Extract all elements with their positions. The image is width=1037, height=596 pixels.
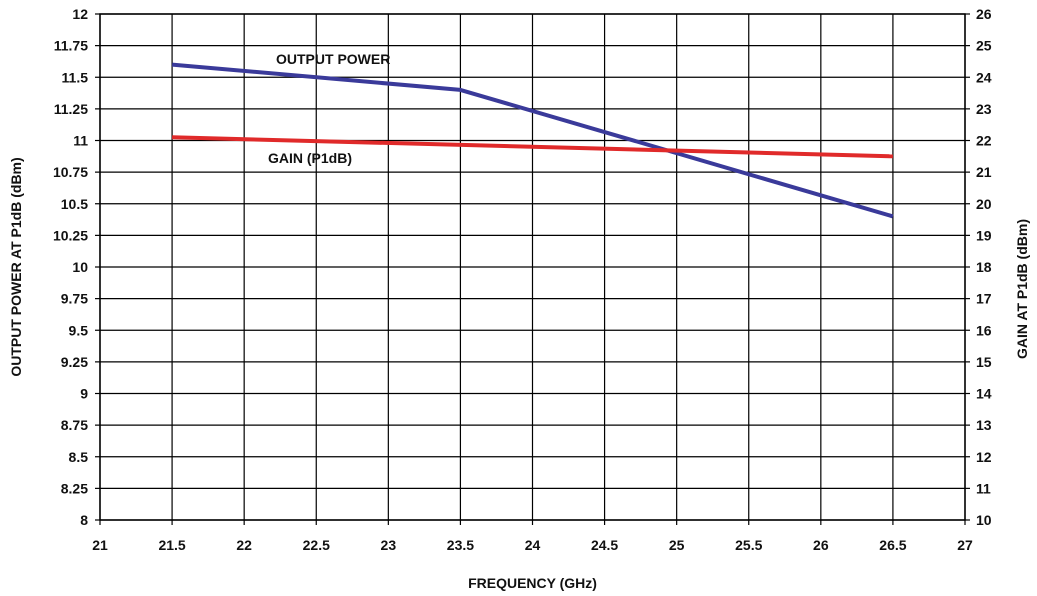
right-y-tick-label: 13 — [976, 417, 992, 433]
right-y-tick-label: 26 — [976, 6, 992, 22]
left-y-tick-label: 9.75 — [61, 291, 88, 307]
x-axis-tick-labels: 21 21.5 22 22.5 23 23.5 24 24.5 25 25.5 26 26.5 27 — [92, 537, 973, 553]
left-y-tick-label: 12 — [72, 6, 88, 22]
x-tick-label: 23.5 — [447, 537, 474, 553]
left-y-tick-label: 11.25 — [54, 101, 88, 117]
x-tick-label: 21.5 — [158, 537, 185, 553]
output-power-line — [171, 62, 894, 219]
left-y-tick-label: 11.75 — [54, 38, 88, 54]
x-tick-label: 23 — [381, 537, 397, 553]
x-tick-label: 24.5 — [591, 537, 618, 553]
x-tick-label: 25.5 — [735, 537, 762, 553]
right-axis-title: GAIN AT P1dB (dBm) — [1014, 219, 1030, 359]
gain-series-label: GAIN (P1dB) — [268, 150, 352, 166]
right-y-tick-label: 20 — [976, 196, 992, 212]
right-axis-tick-labels: 10 11 12 13 14 15 16 17 18 19 20 21 22 23 24 25 26 — [976, 6, 992, 528]
right-y-tick-label: 14 — [976, 386, 992, 402]
grid — [99, 13, 966, 521]
series — [171, 62, 894, 219]
right-y-tick-label: 19 — [976, 227, 992, 243]
x-tick-label: 25 — [669, 537, 685, 553]
right-y-tick-label: 24 — [976, 69, 992, 85]
x-tick-label: 26 — [813, 537, 829, 553]
left-y-tick-label: 8.25 — [61, 480, 88, 496]
x-axis-title: FREQUENCY (GHz) — [468, 575, 597, 591]
right-y-tick-label: 21 — [976, 164, 992, 180]
left-axis-title: OUTPUT POWER AT P1dB (dBm) — [8, 157, 24, 376]
left-y-tick-label: 8 — [80, 512, 88, 528]
left-y-tick-label: 11.5 — [62, 69, 89, 85]
left-y-tick-label: 11 — [73, 133, 88, 149]
x-tick-label: 22.5 — [303, 537, 330, 553]
right-y-tick-label: 17 — [976, 291, 992, 307]
right-y-tick-label: 10 — [976, 512, 992, 528]
x-tick-label: 26.5 — [879, 537, 906, 553]
left-axis-tick-labels: 8 8.25 8.5 8.75 9 9.25 9.5 9.75 10 10.25 10.5 10.75… — [53, 6, 88, 528]
right-y-tick-label: 12 — [976, 449, 992, 465]
tick-marks — [95, 13, 970, 525]
x-tick-label: 22 — [236, 537, 252, 553]
right-y-tick-label: 11 — [976, 480, 991, 496]
output-power-series-label: OUTPUT POWER — [276, 51, 390, 67]
x-tick-label: 24 — [525, 537, 541, 553]
right-y-tick-label: 23 — [976, 101, 992, 117]
gain-line — [172, 135, 893, 159]
left-y-tick-label: 9.5 — [69, 322, 89, 338]
right-y-tick-label: 25 — [976, 38, 992, 54]
left-y-tick-label: 9 — [80, 386, 88, 402]
left-y-tick-label: 10.25 — [53, 227, 88, 243]
left-y-tick-label: 10.5 — [61, 196, 88, 212]
right-y-tick-label: 22 — [976, 133, 992, 149]
x-tick-label: 27 — [957, 537, 973, 553]
left-y-tick-label: 10 — [72, 259, 88, 275]
right-y-tick-label: 18 — [976, 259, 992, 275]
x-tick-label: 21 — [92, 537, 108, 553]
left-y-tick-label: 8.75 — [61, 417, 88, 433]
right-y-tick-label: 16 — [976, 322, 992, 338]
left-y-tick-label: 9.25 — [61, 354, 88, 370]
left-y-tick-label: 10.75 — [53, 164, 88, 180]
right-y-tick-label: 15 — [976, 354, 992, 370]
left-y-tick-label: 8.5 — [69, 449, 89, 465]
